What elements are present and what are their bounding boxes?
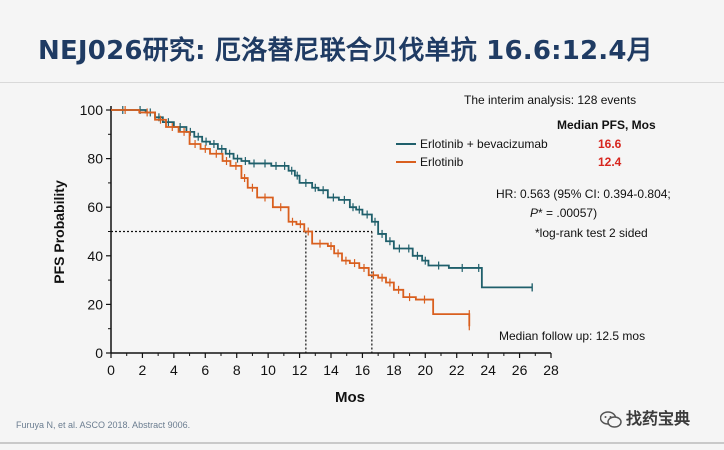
logrank-note: *log-rank test 2 sided bbox=[535, 226, 648, 240]
x-tick-label: 24 bbox=[480, 362, 496, 378]
legend-label-combo: Erlotinib + bevacizumab bbox=[420, 137, 548, 151]
survival-curves bbox=[111, 106, 533, 331]
x-tick-label: 12 bbox=[292, 362, 308, 378]
legend-median-erlotinib: 12.4 bbox=[598, 155, 622, 169]
x-tick-label: 20 bbox=[417, 362, 433, 378]
legend-header: Median PFS, Mos bbox=[557, 118, 656, 132]
x-tick-label: 26 bbox=[512, 362, 528, 378]
y-axis-label: PFS Probability bbox=[51, 180, 67, 284]
y-tick-label: 40 bbox=[87, 248, 103, 264]
interim-analysis-note: The interim analysis: 128 events bbox=[464, 93, 636, 107]
legend-label-erlotinib: Erlotinib bbox=[420, 155, 464, 169]
x-tick-label: 8 bbox=[233, 362, 241, 378]
x-tick-label: 16 bbox=[355, 362, 371, 378]
y-tick-label: 0 bbox=[95, 345, 103, 361]
p-value-text: P* = .00057) bbox=[530, 206, 597, 220]
km-curve-0 bbox=[111, 109, 533, 289]
x-tick-label: 2 bbox=[139, 362, 147, 378]
citation: Furuya N, et al. ASCO 2018. Abstract 900… bbox=[16, 420, 191, 430]
x-tick-label: 10 bbox=[260, 362, 276, 378]
x-tick-label: 6 bbox=[201, 362, 209, 378]
title-divider bbox=[0, 82, 724, 83]
watermark: 找药宝典 bbox=[600, 405, 690, 429]
y-tick-label: 100 bbox=[80, 102, 104, 118]
y-tick-label: 20 bbox=[87, 296, 103, 312]
follow-up-note: Median follow up: 12.5 mos bbox=[499, 329, 645, 343]
y-tick-label: 60 bbox=[87, 199, 103, 215]
x-axis-label: Mos bbox=[335, 389, 365, 406]
legend-median-combo: 16.6 bbox=[598, 137, 622, 151]
x-tick-label: 18 bbox=[386, 362, 402, 378]
wechat-icon bbox=[600, 410, 622, 428]
x-tick-label: 4 bbox=[170, 362, 178, 378]
x-tick-label: 0 bbox=[107, 362, 115, 378]
slide-title: NEJ026研究: 厄洛替尼联合贝伐单抗 16.6:12.4月 bbox=[38, 36, 653, 66]
hazard-ratio-text: HR: 0.563 (95% CI: 0.394-0.804; bbox=[496, 187, 671, 201]
p-value: * = .00057) bbox=[538, 206, 597, 220]
watermark-text: 找药宝典 bbox=[626, 409, 691, 428]
x-tick-label: 22 bbox=[449, 362, 465, 378]
p-symbol: P bbox=[530, 206, 538, 220]
x-tick-label: 28 bbox=[543, 362, 559, 378]
x-tick-label: 14 bbox=[323, 362, 339, 378]
legend: Erlotinib + bevacizumab 16.6 Erlotinib 1… bbox=[396, 137, 622, 169]
median-reference-lines bbox=[111, 230, 373, 353]
y-tick-label: 80 bbox=[87, 151, 103, 167]
bottom-divider bbox=[0, 442, 724, 444]
km-curve-1 bbox=[111, 109, 471, 327]
